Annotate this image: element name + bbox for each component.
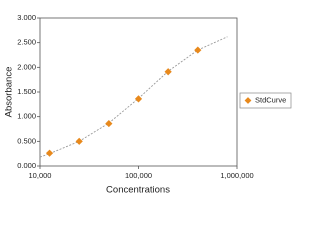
plot-frame: [39, 17, 238, 167]
y-tick-label: 3.000: [17, 13, 36, 22]
x-tick-label: 100,000: [125, 171, 152, 180]
data-point: [105, 119, 113, 128]
x-tick-label: 10,000: [29, 171, 52, 180]
chart: Concentrations Absorbance 0.000 0.500 1.00…: [3, 12, 292, 196]
fit-curve: [39, 36, 228, 158]
data-point: [75, 137, 83, 145]
y-tick-label: 0.000: [17, 161, 36, 170]
y-tick-label: 0.500: [17, 136, 36, 145]
y-tick-label: 2.000: [17, 62, 36, 71]
x-axis-title: Concentrations: [106, 185, 170, 196]
legend-marker: [244, 97, 252, 104]
data-point: [134, 95, 143, 103]
x-tick-label: 1,000,000: [220, 171, 253, 180]
y-tick-label: 1.000: [17, 112, 36, 121]
legend-label: StdCurve: [255, 95, 286, 104]
data-point: [45, 149, 54, 157]
data-point: [164, 68, 172, 76]
data-point: [194, 46, 202, 54]
y-tick-label: 2.500: [17, 38, 36, 47]
y-tick-label: 1.500: [17, 87, 36, 96]
legend-box: [239, 92, 292, 109]
y-axis-title: Absorbance: [4, 67, 15, 118]
